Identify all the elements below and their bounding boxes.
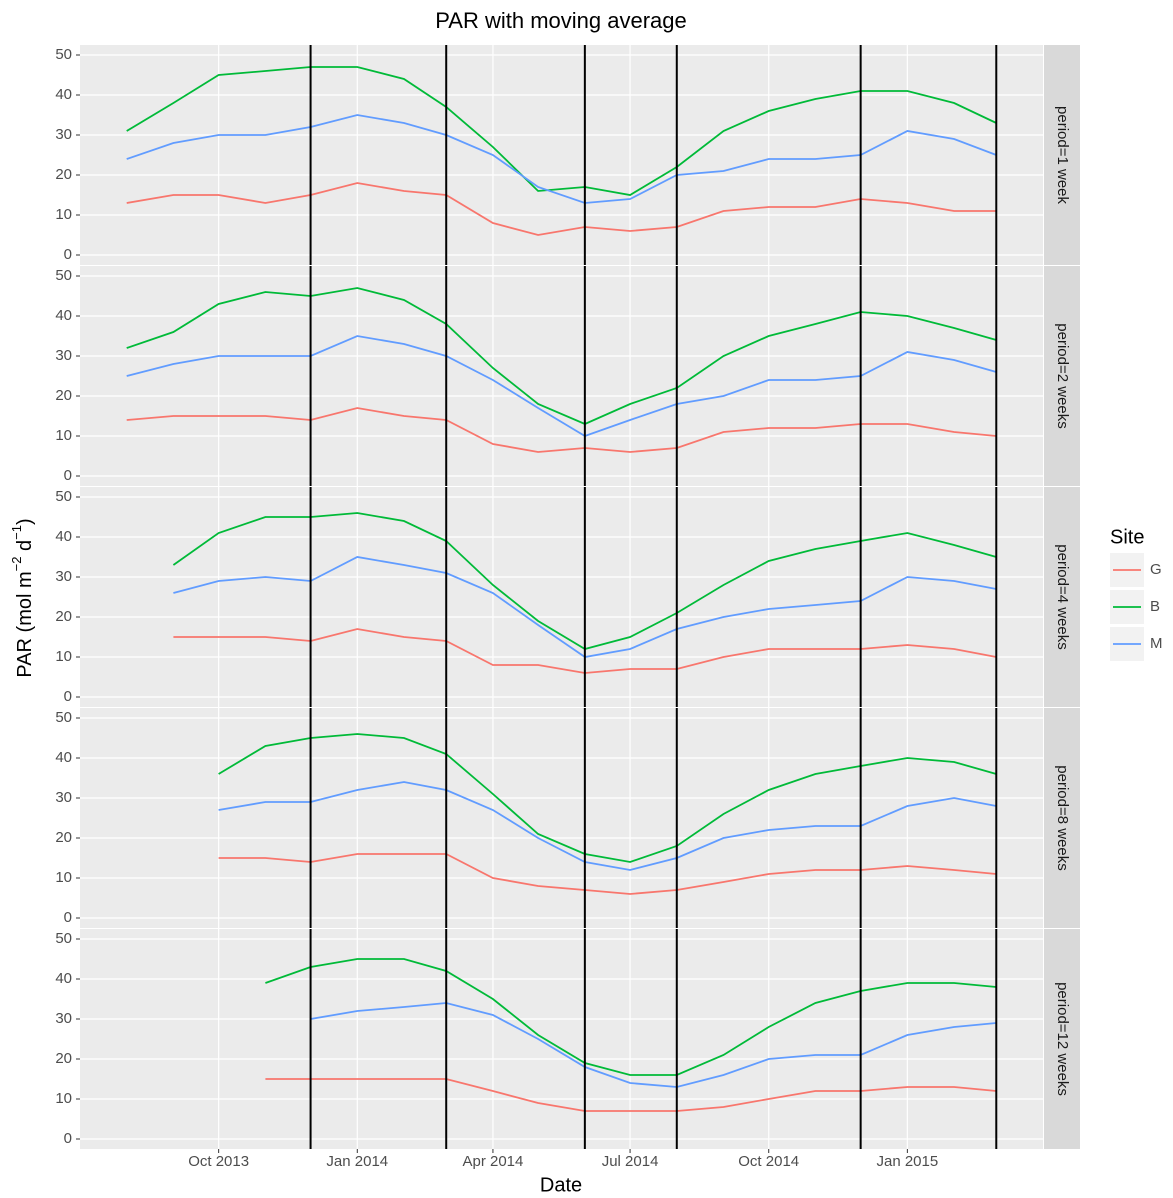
series-line [218,733,997,863]
y-tick-label: 0 [64,467,72,484]
y-tick-label: 30 [55,789,72,806]
y-tick-label: 10 [55,427,72,444]
strip-label: period=2 weeks [1054,323,1071,428]
series-line [126,407,997,453]
y-tick-label: 0 [64,688,72,705]
y-label-part: PAR (mol m [14,571,36,677]
panel-background [80,487,1043,707]
panel-background [80,45,1043,265]
y-tick-label: 20 [55,1050,72,1067]
x-axis-label: Date [540,1174,582,1196]
y-tick-label: 50 [55,46,72,63]
y-tick-label: 50 [55,709,72,726]
y-tick-label: 0 [64,1130,72,1147]
y-label-sup: −2 [9,557,24,572]
x-tick-label: Jul 2014 [602,1153,659,1170]
series-line [126,114,997,204]
y-tick-label: 10 [55,648,72,665]
panel-background [80,929,1043,1149]
x-tick-label: Apr 2014 [462,1153,523,1170]
y-tick-label: 20 [55,166,72,183]
y-tick-label: 20 [55,387,72,404]
y-tick-label: 30 [55,1010,72,1027]
y-label-part: d [14,540,36,557]
y-tick-label: 0 [64,246,72,263]
strip [1044,45,1080,265]
y-tick-label: 10 [55,1090,72,1107]
y-tick-label: 10 [55,869,72,886]
y-tick-label: 40 [55,86,72,103]
series-line [310,1002,997,1088]
y-tick-label: 40 [55,970,72,987]
strip-label: period=4 weeks [1054,544,1071,649]
panel-background [80,708,1043,928]
series-line [126,66,997,196]
x-tick-label: Jan 2015 [876,1153,938,1170]
strip [1044,708,1080,928]
legend-label: G [1150,561,1162,578]
y-label-sup: −1 [9,525,24,540]
y-axis-label: PAR (mol m−2 d−1) [9,518,36,677]
x-tick-label: Jan 2014 [326,1153,388,1170]
strip-label: period=8 weeks [1054,765,1071,870]
strip [1044,487,1080,707]
panel-background [80,266,1043,486]
legend-title: Site [1110,526,1144,548]
strip [1044,929,1080,1149]
strip-label: period=12 weeks [1054,982,1071,1096]
y-tick-label: 20 [55,608,72,625]
x-tick-label: Oct 2013 [188,1153,249,1170]
legend-label: B [1150,598,1160,615]
x-tick-label: Oct 2014 [738,1153,799,1170]
y-tick-label: 50 [55,488,72,505]
series-line [126,335,997,437]
series-line [218,781,997,871]
y-tick-label: 30 [55,347,72,364]
y-label-part: ) [14,518,36,525]
y-tick-label: 30 [55,126,72,143]
chart-title: PAR with moving average [435,8,687,33]
series-line [126,287,997,425]
y-tick-label: 50 [55,267,72,284]
strip-label: period=1 week [1054,106,1071,204]
series-line [218,853,997,895]
y-tick-label: 30 [55,568,72,585]
y-tick-label: 50 [55,930,72,947]
strip [1044,266,1080,486]
y-tick-label: 20 [55,829,72,846]
y-tick-label: 0 [64,909,72,926]
series-line [126,182,997,236]
y-tick-label: 10 [55,206,72,223]
series-line [265,1078,997,1112]
y-tick-label: 40 [55,307,72,324]
y-tick-label: 40 [55,528,72,545]
y-tick-label: 40 [55,749,72,766]
legend-label: M [1150,635,1163,652]
series-line [265,958,997,1076]
